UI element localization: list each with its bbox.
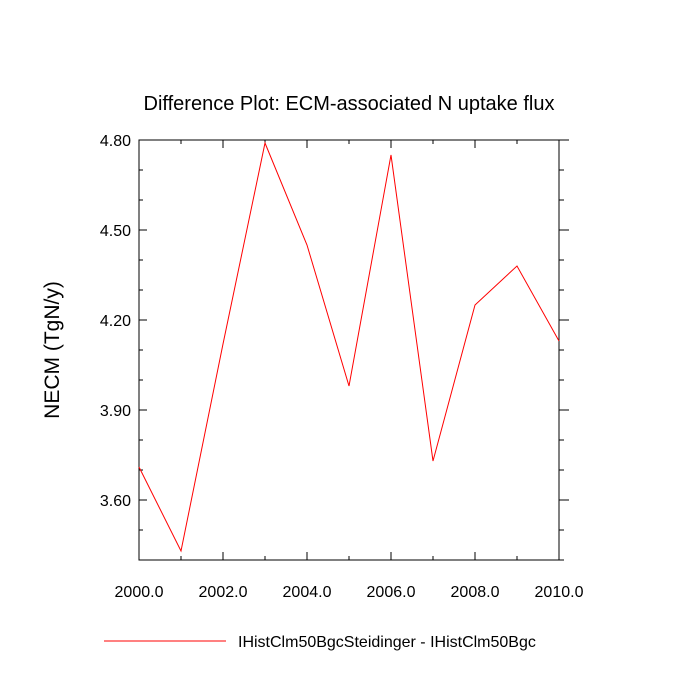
- x-tick-label: 2000.0: [115, 584, 164, 601]
- x-axis-ticks: 2000.0 2002.0 2004.0 2006.0 2008.0 2010.0: [115, 140, 584, 601]
- y-tick-label: 3.90: [100, 403, 131, 420]
- minor-ticks: [139, 139, 564, 561]
- plot-frame: [138, 139, 560, 561]
- x-tick-label: 2010.0: [535, 584, 584, 601]
- legend: IHistClm50BgcSteidinger - IHistClm50Bgc: [104, 634, 536, 651]
- x-tick-label: 2004.0: [283, 584, 332, 601]
- series-line: [138, 141, 560, 553]
- x-tick-label: 2008.0: [451, 584, 500, 601]
- y-tick-label: 3.60: [100, 493, 131, 510]
- series-layer: [138, 141, 560, 553]
- legend-label: IHistClm50BgcSteidinger - IHistClm50Bgc: [238, 634, 536, 651]
- y-tick-label: 4.50: [100, 223, 131, 240]
- y-axis-label: NECM (TgN/y): [41, 281, 64, 419]
- chart-title: Difference Plot: ECM-associated N uptake…: [144, 93, 555, 115]
- y-axis-ticks: 3.60 3.90 4.20 4.50 4.80: [100, 133, 569, 510]
- y-tick-label: 4.80: [100, 133, 131, 150]
- y-tick-label: 4.20: [100, 313, 131, 330]
- x-tick-label: 2006.0: [367, 584, 416, 601]
- x-tick-label: 2002.0: [199, 584, 248, 601]
